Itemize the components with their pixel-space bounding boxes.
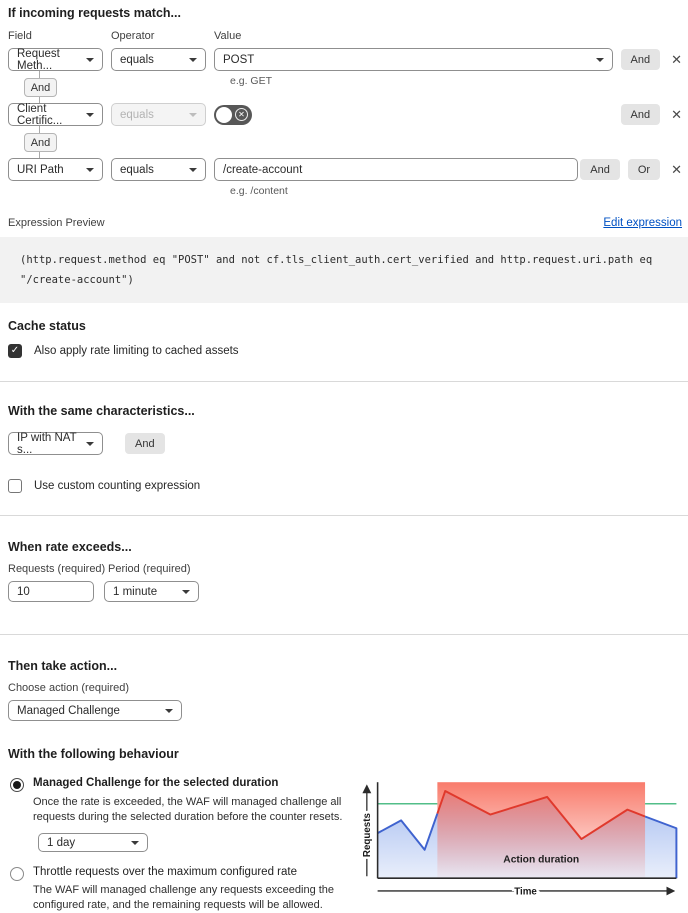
check-icon: ✓ [10,345,20,356]
chevron-down-icon [86,167,94,172]
action-select[interactable]: Managed Challenge [8,700,182,721]
chart-annotation: Action duration [503,855,579,866]
field-column-label: Field [8,30,32,42]
custom-counting-label: Use custom counting expression [34,480,201,492]
connector-line [39,71,40,78]
toggle-x-icon: ✕ [235,108,248,121]
chevron-down-icon [189,57,197,62]
add-and-condition-button-2[interactable]: And [620,104,661,125]
cache-checkbox-row: ✓ Also apply rate limiting to cached ass… [8,344,682,358]
cached-assets-checkbox[interactable]: ✓ [8,344,22,358]
chevron-down-icon [86,57,94,62]
chevron-down-icon [165,708,173,713]
period-label: Period (required) [108,563,191,575]
match-row-2: Client Certific... equals ✕ And ✕ [8,103,682,127]
characteristics-row: IP with NAT s... And [8,432,682,456]
characteristics-section-title: With the same characteristics... [8,404,195,418]
remove-condition-icon[interactable]: ✕ [671,51,682,67]
chevron-down-icon [189,167,197,172]
section-divider [0,515,688,516]
behaviour-option-1: Managed Challenge for the selected durat… [8,777,359,792]
field-select-2[interactable]: Client Certific... [8,103,103,127]
match-column-labels: Field Operator Value [8,30,682,42]
row-connector-1: And e.g. GET [8,71,682,103]
remove-condition-icon[interactable]: ✕ [671,161,682,177]
cache-section-title: Cache status [8,319,86,333]
behaviour-section-title: With the following behaviour [8,747,179,761]
characteristic-select[interactable]: IP with NAT s... [8,432,103,456]
add-or-condition-button-3[interactable]: Or [627,159,661,180]
requests-input[interactable] [8,581,94,602]
match-row-1: Request Meth... equals POST And ✕ [8,48,682,72]
custom-counting-row: Use custom counting expression [8,479,682,493]
chevron-down-icon [86,112,94,117]
add-characteristic-button[interactable]: And [125,433,165,454]
match-row-3: URI Path equals And Or ✕ [8,158,682,181]
match-section-title: If incoming requests match... [8,6,181,20]
value-hint: e.g. GET [230,75,273,87]
duration-select[interactable]: 1 day [38,833,148,852]
chevron-down-icon [86,441,94,446]
operator-column-label: Operator [111,30,155,42]
edit-expression-link[interactable]: Edit expression [603,217,682,229]
and-connector-chip: And [24,78,57,97]
value-input-3[interactable] [214,158,578,181]
add-and-condition-button-3[interactable]: And [580,159,620,180]
cert-verified-toggle[interactable]: ✕ [214,104,252,125]
section-divider [0,381,688,382]
expression-code-box: (http.request.method eq "POST" and not c… [0,237,688,303]
choose-action-label: Choose action (required) [8,682,130,694]
requests-line-blue-2 [644,815,678,879]
rate-section-title: When rate exceeds... [8,540,132,554]
value-hint: e.g. /content [230,185,288,197]
chart-xlabel: Time [514,886,537,897]
operator-select-2-disabled: equals [111,103,206,126]
value-combobox-1[interactable]: POST [214,48,613,71]
requests-label: Requests (required) [8,563,106,575]
throttle-requests-radio[interactable] [10,867,24,881]
behaviour-option-2: Throttle requests over the maximum confi… [8,866,359,881]
behaviour-option-1-label: Managed Challenge for the selected durat… [33,777,279,789]
connector-line [39,126,40,133]
field-select-3[interactable]: URI Path [8,158,103,181]
value-column-label: Value [214,30,242,42]
add-and-condition-button-1[interactable]: And [620,49,661,70]
cache-checkbox-label: Also apply rate limiting to cached asset… [34,345,239,357]
rate-limit-behaviour-chart: Requests Time Action duration [359,782,678,900]
period-select[interactable]: 1 minute [104,581,199,602]
managed-challenge-duration-radio[interactable] [10,778,24,792]
section-divider [0,634,688,635]
action-section-title: Then take action... [8,659,118,673]
toggle-knob [216,106,232,123]
requests-line-blue-1 [376,813,439,851]
connector-line [39,97,40,103]
behaviour-option-1-description: Once the rate is exceeded, the WAF will … [33,796,343,823]
chevron-down-icon [182,589,190,594]
and-connector-chip: And [24,133,57,152]
field-select-1[interactable]: Request Meth... [8,48,103,72]
requests-line-red [436,790,646,840]
operator-select-1[interactable]: equals [111,48,206,71]
chart-ylabel: Requests [361,813,372,858]
chevron-down-icon [189,112,197,117]
remove-condition-icon[interactable]: ✕ [671,106,682,122]
row-connector-2: And [8,126,682,158]
expression-preview-label: Expression Preview [8,217,105,229]
chevron-down-icon [595,57,604,62]
behaviour-option-2-description: The WAF will managed challenge any reque… [33,884,335,911]
chevron-down-icon [131,840,139,845]
custom-counting-checkbox[interactable] [8,479,22,493]
operator-select-3[interactable]: equals [111,158,206,181]
connector-line [39,152,40,158]
